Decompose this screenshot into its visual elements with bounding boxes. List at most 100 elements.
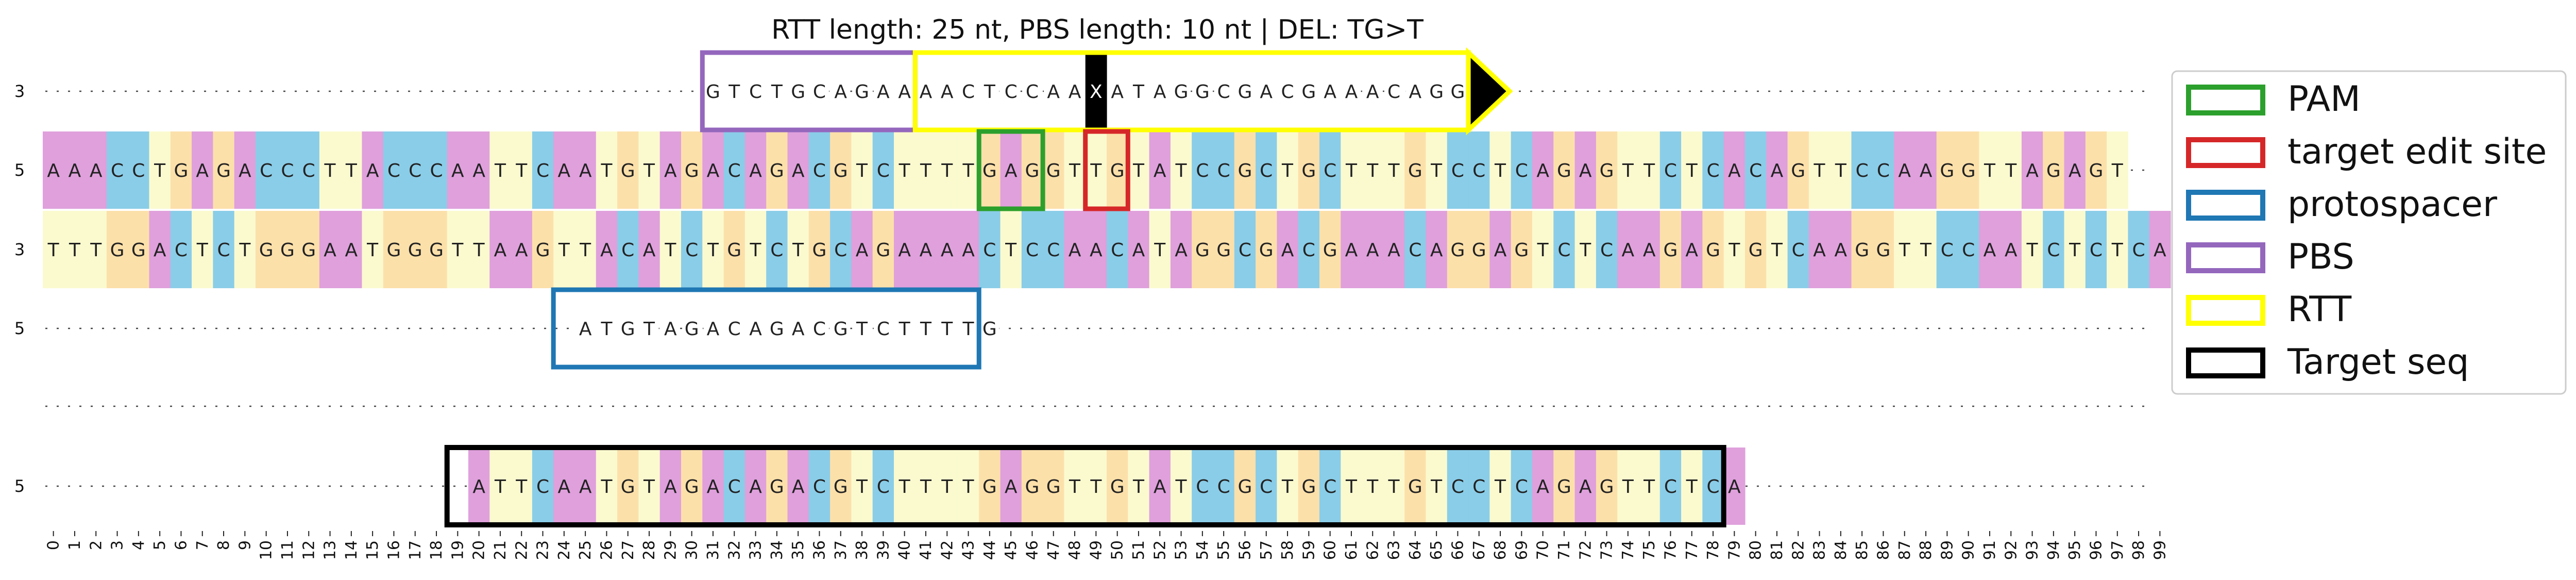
base-cell bbox=[659, 131, 682, 209]
base-cell bbox=[1404, 131, 1427, 209]
base-letter: C bbox=[685, 240, 698, 261]
base-letter: G bbox=[386, 240, 401, 261]
base-cell bbox=[1681, 131, 1703, 209]
base-cell bbox=[170, 131, 192, 209]
base-cell bbox=[1341, 211, 1363, 288]
base-cell bbox=[404, 131, 426, 209]
base-cell-bg bbox=[1342, 80, 1361, 103]
base-cell-bg bbox=[1405, 80, 1425, 103]
base-letter: T bbox=[1345, 160, 1358, 181]
base-letter: C bbox=[1260, 160, 1273, 181]
base-letter: T bbox=[1366, 160, 1379, 181]
base-cell bbox=[808, 211, 831, 288]
x-tick-label: 65 bbox=[1428, 540, 1446, 560]
base-cell bbox=[1213, 131, 1235, 209]
base-letter: G bbox=[1195, 81, 1210, 103]
base-cell-bg bbox=[767, 80, 787, 103]
x-tick-label: 10 bbox=[258, 540, 276, 560]
base-cell bbox=[1256, 448, 1277, 525]
base-letter: G bbox=[982, 160, 997, 181]
legend-label: RTT bbox=[2287, 289, 2352, 330]
base-letter: C bbox=[1409, 240, 1421, 261]
base-cell-bg bbox=[1278, 80, 1297, 103]
base-letter: A bbox=[47, 160, 60, 181]
base-letter: G bbox=[1514, 240, 1529, 261]
base-letter: C bbox=[1047, 240, 1060, 261]
base-letter: T bbox=[366, 240, 379, 261]
base-cell bbox=[1574, 211, 1597, 288]
base-letter: A bbox=[856, 240, 869, 261]
base-cell-bg bbox=[1299, 80, 1318, 103]
base-letter: T bbox=[1132, 476, 1145, 498]
base-cell-bg bbox=[788, 317, 808, 340]
base-letter: G bbox=[982, 319, 997, 340]
base-letter: A bbox=[749, 319, 762, 340]
x-tick-label: 37 bbox=[832, 540, 850, 560]
base-cell bbox=[2064, 131, 2086, 209]
base-cell bbox=[1936, 211, 1958, 288]
base-cell bbox=[915, 131, 937, 209]
base-letter: T bbox=[1366, 476, 1379, 498]
base-letter: C bbox=[430, 160, 443, 181]
base-cell bbox=[319, 131, 341, 209]
base-letter: A bbox=[941, 81, 954, 103]
base-cell bbox=[1021, 448, 1043, 525]
base-cell-bg bbox=[1150, 80, 1170, 103]
base-letter: C bbox=[1962, 240, 1975, 261]
base-letter: A bbox=[664, 476, 677, 498]
base-cell bbox=[1192, 211, 1214, 288]
base-cell bbox=[617, 448, 639, 525]
base-cell bbox=[787, 211, 809, 288]
base-letter: T bbox=[1069, 476, 1081, 498]
base-letter: T bbox=[643, 319, 655, 340]
base-letter: T bbox=[345, 160, 358, 181]
base-cell bbox=[1362, 448, 1384, 525]
base-letter: C bbox=[1451, 476, 1464, 498]
base-letter: A bbox=[1536, 160, 1549, 181]
base-letter: A bbox=[1813, 240, 1826, 261]
strand-end-label: 3 bbox=[14, 81, 25, 101]
base-letter: A bbox=[749, 160, 762, 181]
base-letter: A bbox=[664, 319, 677, 340]
base-letter: C bbox=[536, 160, 549, 181]
base-cell bbox=[1468, 448, 1490, 525]
base-letter: G bbox=[1450, 240, 1465, 261]
base-cell bbox=[894, 211, 916, 288]
base-letter: A bbox=[1387, 240, 1400, 261]
x-tick-label: 99 bbox=[2151, 540, 2169, 560]
base-letter: G bbox=[1855, 240, 1869, 261]
base-letter: C bbox=[813, 160, 826, 181]
base-letter: A bbox=[69, 160, 81, 181]
base-cell-bg bbox=[1022, 80, 1042, 103]
base-cell-bg bbox=[724, 80, 744, 103]
base-letter: G bbox=[834, 160, 848, 181]
base-cell bbox=[617, 211, 639, 288]
base-letter: C bbox=[1217, 476, 1230, 498]
base-letter: T bbox=[1835, 160, 1847, 181]
base-letter: C bbox=[813, 81, 826, 103]
base-cell bbox=[149, 211, 171, 288]
base-letter: T bbox=[90, 240, 102, 261]
base-cell-bg bbox=[1214, 80, 1233, 103]
base-cell-bg bbox=[809, 80, 829, 103]
base-letter: T bbox=[2111, 160, 2124, 181]
base-letter: A bbox=[1536, 476, 1549, 498]
base-cell bbox=[1234, 211, 1256, 288]
base-letter: T bbox=[196, 240, 209, 261]
base-letter: A bbox=[941, 240, 954, 261]
base-letter: T bbox=[579, 240, 591, 261]
base-cell bbox=[1256, 211, 1277, 288]
base-letter: C bbox=[1706, 160, 1719, 181]
x-tick-label: 93 bbox=[2024, 540, 2042, 560]
base-cell bbox=[638, 131, 660, 209]
base-cell bbox=[2021, 131, 2043, 209]
base-cell bbox=[1787, 131, 1809, 209]
base-letter: A bbox=[792, 160, 805, 181]
base-cell bbox=[1489, 448, 1512, 525]
x-tick-label: 63 bbox=[1385, 540, 1403, 560]
base-letter: C bbox=[409, 160, 421, 181]
base-cell bbox=[830, 131, 852, 209]
legend-swatch bbox=[2186, 190, 2265, 221]
base-letter: C bbox=[770, 240, 783, 261]
base-letter: A bbox=[962, 240, 975, 261]
